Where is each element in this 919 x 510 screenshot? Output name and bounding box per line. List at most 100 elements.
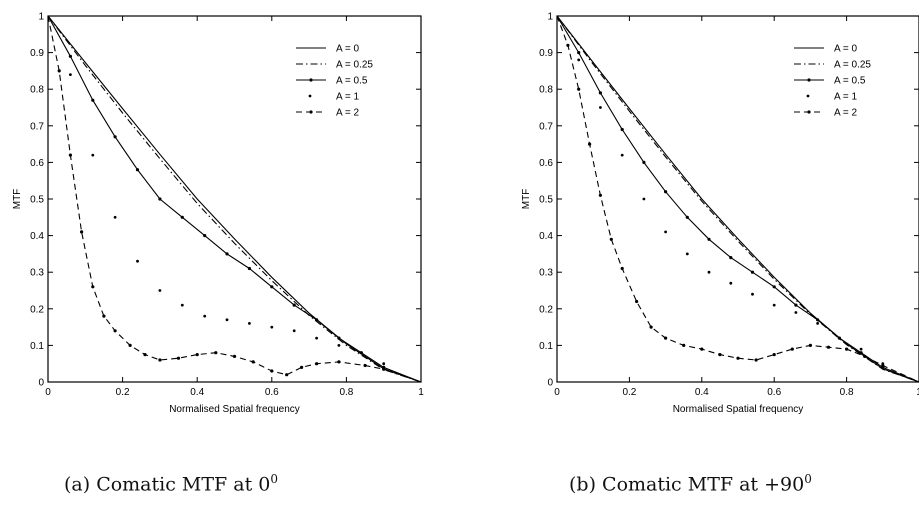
data-point xyxy=(577,58,581,62)
data-point xyxy=(176,356,181,360)
y-tick-label: 0.8 xyxy=(539,85,553,96)
data-point xyxy=(682,343,686,347)
y-tick-label: 1 xyxy=(547,12,553,23)
data-point xyxy=(158,197,162,201)
series-3 xyxy=(577,58,885,366)
y-tick-label: 0.7 xyxy=(539,121,553,132)
y-axis-label: MTF xyxy=(12,189,23,210)
data-point xyxy=(113,135,117,139)
y-tick-label: 0 xyxy=(38,378,44,389)
legend-marker xyxy=(807,110,811,114)
legend-label: A = 0.25 xyxy=(834,60,871,71)
legend-label: A = 0.5 xyxy=(834,76,866,87)
legend-label: A = 1 xyxy=(834,92,858,103)
data-point xyxy=(620,153,624,157)
legend-label: A = 2 xyxy=(834,108,858,119)
data-point xyxy=(337,360,341,364)
x-tick-label: 1 xyxy=(418,387,424,398)
data-point xyxy=(794,303,798,307)
data-point xyxy=(91,98,95,102)
caption-a-text: (a) Comatic MTF at 0 xyxy=(64,473,271,496)
x-tick-label: 0.2 xyxy=(622,387,636,398)
y-tick-label: 1 xyxy=(38,12,44,23)
x-tick-label: 0.2 xyxy=(116,387,130,398)
data-point xyxy=(566,43,570,47)
data-point xyxy=(808,343,812,347)
data-point xyxy=(729,281,733,285)
y-tick-label: 0.3 xyxy=(30,268,44,279)
series-0 xyxy=(556,15,919,383)
plot-frame xyxy=(556,15,919,383)
legend-label: A = 0 xyxy=(336,44,360,55)
data-point xyxy=(598,193,602,197)
data-point xyxy=(772,353,776,357)
data-point xyxy=(794,311,798,314)
data-point xyxy=(91,153,95,157)
data-point xyxy=(577,87,581,91)
data-point xyxy=(577,51,581,55)
data-point xyxy=(664,230,667,234)
data-point xyxy=(91,285,95,289)
data-point xyxy=(102,314,106,318)
data-point xyxy=(729,256,733,260)
data-point xyxy=(707,237,711,241)
data-point xyxy=(649,325,653,329)
data-point xyxy=(315,336,318,340)
series-line xyxy=(47,15,422,383)
x-axis-label: Normalised Spatial frequency xyxy=(673,404,804,415)
data-point xyxy=(270,369,274,373)
x-tick-label: 0.6 xyxy=(265,387,279,398)
data-point xyxy=(225,252,229,256)
data-point xyxy=(642,197,646,201)
caption-b-superscript: 0 xyxy=(804,472,812,486)
y-tick-label: 0.2 xyxy=(539,304,553,315)
data-point xyxy=(203,314,207,318)
data-point xyxy=(285,373,289,377)
data-point xyxy=(859,347,863,351)
data-point xyxy=(315,318,319,322)
data-point xyxy=(838,336,841,340)
legend-label: A = 0.5 xyxy=(336,76,368,87)
legend-marker xyxy=(309,110,313,114)
data-point xyxy=(80,230,84,234)
data-point xyxy=(248,322,251,325)
plot-frame xyxy=(47,15,422,383)
legend-swatch xyxy=(308,94,312,98)
x-tick-label: 0.4 xyxy=(190,387,204,398)
data-point xyxy=(826,345,831,349)
data-point xyxy=(664,190,668,194)
series-3 xyxy=(69,73,386,366)
data-point xyxy=(620,266,624,271)
data-point xyxy=(620,127,624,132)
data-point xyxy=(736,356,740,360)
data-point xyxy=(292,303,296,307)
data-point xyxy=(772,303,776,307)
series-line xyxy=(556,15,919,383)
data-point xyxy=(57,69,61,73)
data-point xyxy=(750,270,755,274)
x-tick-label: 0 xyxy=(45,387,51,398)
data-point xyxy=(315,362,319,366)
series-2 xyxy=(556,15,919,383)
data-point xyxy=(382,362,386,366)
y-axis-label: MTF xyxy=(521,189,532,210)
data-point xyxy=(707,270,711,274)
data-point xyxy=(363,363,367,368)
data-point xyxy=(881,363,885,368)
data-point xyxy=(292,329,296,333)
data-point xyxy=(816,322,819,325)
data-point xyxy=(300,365,304,369)
mtf-chart-b: 0 0.1 0.2 0.3 0.4 0.5 0.6 0.7 0.8 0.9 1 0 0.2 0.4 0.6 0… xyxy=(521,12,919,415)
y-tick-label: 0.6 xyxy=(539,158,553,169)
data-point xyxy=(143,353,147,357)
y-tick-label: 0.4 xyxy=(539,231,553,242)
data-point xyxy=(69,73,72,76)
series-line xyxy=(47,15,422,383)
chart-panel-b: 0 0.1 0.2 0.3 0.4 0.5 0.6 0.7 0.8 0.9 1 0 0.2 0.4 0.6 0… xyxy=(505,0,919,510)
caption-b-text: (b) Comatic MTF at +90 xyxy=(569,473,805,496)
data-point xyxy=(598,91,602,95)
data-point xyxy=(845,347,849,351)
y-tick-label: 0.3 xyxy=(539,268,553,279)
data-point xyxy=(382,367,386,371)
y-tick-label: 0.9 xyxy=(539,48,553,59)
